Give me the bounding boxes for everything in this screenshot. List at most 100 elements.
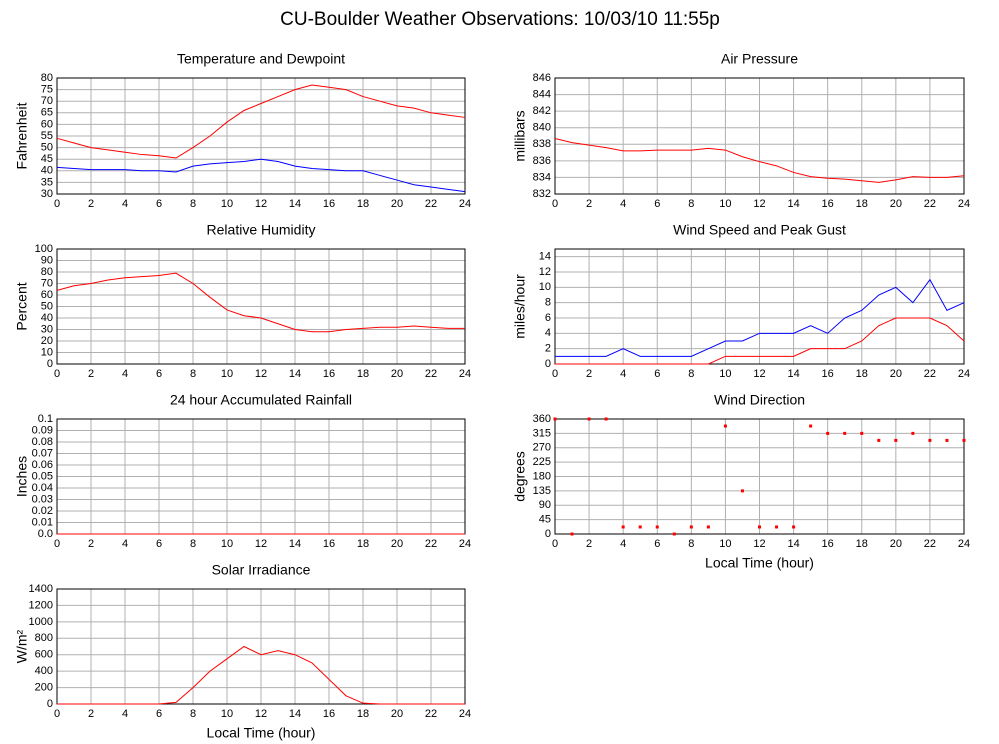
x-tick-label: 18	[357, 708, 369, 720]
y-tick-label: 20	[41, 335, 53, 347]
y-tick-label: 834	[533, 171, 551, 183]
y-tick-label: 225	[533, 456, 551, 468]
panel: Wind Speed and Peak Gustmiles/hour024681…	[512, 222, 970, 380]
x-tick-label: 12	[753, 538, 765, 550]
x-tick-label: 0	[552, 198, 558, 210]
y-tick-label: 840	[533, 122, 551, 134]
x-tick-label: 16	[323, 708, 335, 720]
y-tick-label: 1200	[29, 599, 53, 611]
x-tick-label: 12	[753, 198, 765, 210]
x-tick-label: 8	[190, 198, 196, 210]
x-tick-label: 6	[654, 198, 660, 210]
y-tick-label: 0.03	[32, 493, 53, 505]
x-tick-label: 2	[88, 198, 94, 210]
x-tick-label: 10	[221, 198, 233, 210]
y-tick-label: 0	[47, 698, 53, 710]
main-title: CU-Boulder Weather Observations: 10/03/1…	[280, 9, 720, 30]
data-line	[56, 272, 465, 333]
x-tick-label: 18	[357, 538, 369, 550]
x-tick-label: 2	[88, 708, 94, 720]
y-tick-label: 14	[539, 251, 551, 263]
data-line	[57, 645, 465, 705]
y-axis-label: millibars	[512, 110, 528, 161]
plot-frame	[554, 418, 965, 535]
y-tick-label: 0.09	[32, 424, 53, 436]
x-tick-label: 4	[620, 538, 626, 550]
y-tick-label: 45	[41, 153, 53, 165]
x-tick-label: 4	[122, 198, 128, 210]
x-tick-label: 18	[856, 538, 868, 550]
y-tick-label: 0	[545, 358, 551, 370]
x-tick-label: 10	[221, 538, 233, 550]
y-tick-label: 0.05	[32, 470, 53, 482]
x-tick-label: 14	[787, 198, 799, 210]
x-tick-label: 16	[822, 198, 834, 210]
data-line	[555, 278, 965, 357]
y-tick-label: 50	[41, 142, 53, 154]
x-tick-label: 12	[753, 368, 765, 380]
x-tick-label: 4	[122, 708, 128, 720]
x-tick-label: 16	[323, 368, 335, 380]
x-tick-label: 24	[958, 368, 970, 380]
x-tick-label: 14	[787, 368, 799, 380]
y-tick-label: 180	[533, 470, 551, 482]
y-tick-label: 400	[35, 665, 53, 677]
y-tick-label: 4	[545, 327, 551, 339]
x-tick-label: 2	[586, 198, 592, 210]
y-tick-label: 12	[539, 266, 551, 278]
y-tick-label: 65	[41, 107, 53, 119]
x-tick-label: 2	[88, 368, 94, 380]
x-tick-label: 2	[586, 538, 592, 550]
data-point	[843, 431, 847, 435]
data-point	[911, 431, 915, 435]
y-tick-label: 838	[533, 138, 551, 150]
x-tick-label: 2	[586, 368, 592, 380]
x-tick-label: 6	[156, 198, 162, 210]
data-point	[723, 424, 727, 428]
x-tick-label: 8	[688, 368, 694, 380]
y-tick-label: 50	[41, 300, 53, 312]
panel-title: Temperature and Dewpoint	[177, 51, 345, 67]
data-point	[928, 438, 932, 442]
x-tick-label: 24	[459, 368, 471, 380]
y-tick-label: 1400	[29, 583, 53, 595]
x-tick-label: 4	[122, 368, 128, 380]
y-tick-label: 0.0	[38, 528, 53, 540]
data-point	[706, 525, 710, 529]
data-point	[587, 417, 591, 421]
data-point	[826, 431, 830, 435]
x-tick-label: 6	[654, 538, 660, 550]
y-axis-label: Inches	[14, 456, 30, 497]
x-tick-label: 14	[289, 198, 301, 210]
y-tick-label: 30	[41, 323, 53, 335]
y-tick-label: 55	[41, 130, 53, 142]
x-tick-label: 6	[156, 368, 162, 380]
x-tick-label: 0	[552, 538, 558, 550]
panel-title: 24 hour Accumulated Rainfall	[170, 392, 352, 408]
y-tick-label: 832	[533, 188, 551, 200]
y-tick-label: 0.04	[32, 482, 53, 494]
data-point	[740, 489, 744, 493]
x-tick-label: 12	[255, 198, 267, 210]
plot-frame	[56, 588, 466, 705]
x-tick-label: 0	[54, 368, 60, 380]
y-axis-label: Fahrenheit	[14, 102, 30, 169]
x-tick-label: 14	[289, 538, 301, 550]
data-point	[689, 525, 693, 529]
y-tick-label: 8	[545, 297, 551, 309]
x-tick-label: 14	[289, 708, 301, 720]
y-tick-label: 30	[41, 188, 53, 200]
data-point	[809, 424, 813, 428]
x-tick-label: 16	[822, 368, 834, 380]
x-tick-label: 12	[255, 368, 267, 380]
panel: Relative HumidityPercent0102030405060708…	[14, 222, 471, 380]
y-axis-label: miles/hour	[512, 274, 528, 339]
x-tick-label: 10	[719, 538, 731, 550]
y-tick-label: 0.02	[32, 505, 53, 517]
x-tick-label: 22	[425, 198, 437, 210]
y-tick-label: 60	[41, 118, 53, 130]
data-point	[638, 525, 642, 529]
y-axis-label: W/m²	[14, 629, 30, 663]
